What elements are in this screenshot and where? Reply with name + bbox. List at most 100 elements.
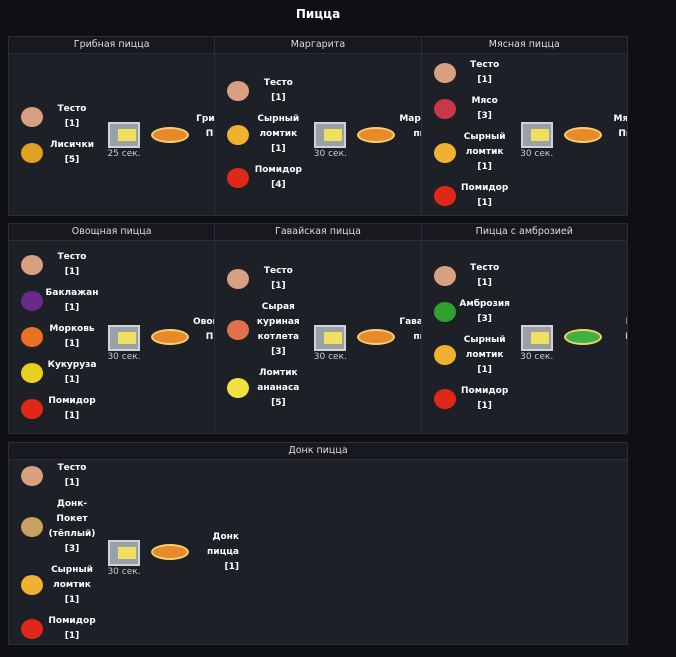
ingredient-icon — [21, 575, 43, 595]
ingredient-count: [1] — [64, 477, 80, 488]
ingredient-count: [1] — [271, 93, 286, 103]
ingredient-name: Тесто — [263, 265, 293, 276]
ingredient-name: Тесто — [57, 252, 87, 262]
ingredient-text: Сырая куриная котлета [3] — [249, 300, 307, 360]
ingredient-text: Тесто [1] — [249, 76, 307, 106]
ingredient-name: Мясо — [471, 96, 498, 106]
ingredient-icon — [227, 268, 250, 289]
recipe-card: Пицца с амброзией Тесто [1] Амброзия [3] Сырн… — [421, 224, 627, 433]
ingredient-count: [1] — [477, 277, 492, 288]
result-name: Гавайская пицца — [399, 316, 422, 342]
recipe-body: Тесто [1] Донк-Покет (тёплый) [3] Сырный лом… — [9, 460, 239, 644]
ingredient-name: Помидор — [254, 165, 302, 175]
cook-time: 30 сек. — [313, 149, 347, 159]
result-text: Гавайская пицца [1] — [399, 315, 422, 360]
ingredient: Морковь [1] — [21, 322, 101, 352]
ingredient-text: Помидор [4] — [249, 163, 307, 193]
result-icon — [563, 329, 602, 345]
ingredient: Помидор [1] — [21, 394, 101, 424]
ingredient-list: Тесто [1] Донк-Покет (тёплый) [3] Сырный лом… — [21, 461, 101, 644]
ingredient-name: Тесто — [57, 103, 87, 114]
result-name: Донк пицца — [207, 531, 239, 557]
result-text: Донк пицца [1] — [193, 530, 239, 575]
ingredient-text: Сырный ломтик [1] — [43, 563, 101, 608]
ingredient-icon — [433, 388, 456, 409]
ingredient-text: Лисички [5] — [43, 138, 101, 168]
ingredient-text: Мясо [3] — [456, 94, 514, 124]
recipe-row: Овощная пицца Тесто [1] Баклажан [1] Морковь [… — [8, 223, 628, 434]
ingredient-count: [1] — [64, 339, 80, 349]
result-count: [1] — [399, 142, 420, 157]
ingredient-text: Баклажан [1] — [43, 286, 101, 316]
result-icon — [357, 329, 396, 345]
ingredient-name: Морковь — [49, 324, 95, 334]
ingredient-text: Тесто [1] — [456, 261, 514, 291]
ingredient-name: Помидор — [461, 183, 509, 193]
recipe-body: Тесто [1] Мясо [3] Сырный ломтик [1] Помидор [1… — [422, 54, 627, 215]
ingredient-count: [1] — [477, 198, 492, 208]
ingredient-count: [5] — [271, 397, 286, 408]
result-icon — [563, 126, 602, 143]
cook-time: 30 сек. — [520, 351, 554, 362]
ingredient-name: Сырный ломтик — [257, 114, 300, 139]
ingredient-count: [4] — [271, 180, 286, 190]
ingredient-name: Помидор — [461, 385, 509, 396]
oven: 30 сек. — [514, 324, 560, 362]
oven: 30 сек. — [514, 122, 560, 159]
oven: 30 сек. — [101, 539, 147, 577]
ingredient: Тесто [1] — [227, 264, 307, 294]
recipe-card: Мясная пицца Тесто [1] Мясо [3] Сырный ломтик… — [421, 37, 627, 215]
ingredient-icon — [433, 345, 456, 365]
result-text: Мясная Пицца [1] — [606, 112, 627, 157]
ingredient-count: [1] — [64, 594, 80, 605]
cook-time: 30 сек. — [520, 149, 554, 159]
recipe-row: Донк пицца Тесто [1] Донк-Покет (тёплый) [3]… — [8, 442, 628, 645]
ingredient-icon — [433, 186, 456, 206]
ingredient-text: Тесто [1] — [456, 58, 514, 88]
ingredient-icon — [21, 106, 43, 127]
ingredient-text: Тесто [1] — [43, 461, 101, 491]
ingredient-icon — [227, 81, 250, 101]
ingredient-icon — [21, 255, 43, 275]
ingredient-list: Тесто [1] Мясо [3] Сырный ломтик [1] Помидор [1… — [433, 58, 514, 211]
ingredient-icon — [433, 301, 456, 322]
ingredient-name: Тесто — [470, 262, 500, 273]
ingredient-icon — [21, 142, 43, 163]
oven: 30 сек. — [101, 324, 147, 362]
ingredient-count: [1] — [64, 303, 80, 313]
result-icon — [151, 544, 189, 560]
ingredient-count: [1] — [64, 375, 80, 385]
recipe-name: Пицца с амброзией — [421, 224, 627, 241]
ingredient-name: Амброзия — [459, 298, 510, 309]
oven: 30 сек. — [307, 122, 353, 159]
cook-time: 30 сек. — [313, 351, 347, 362]
ingredient-name: Донк-Покет (тёплый) — [48, 498, 96, 539]
page-title: Пицца — [295, 7, 341, 21]
ingredient-icon — [21, 516, 43, 537]
ingredient: Амброзия [3] — [433, 297, 514, 327]
recipe-card: Гавайская пицца Тесто [1] Сырая куриная кот… — [215, 224, 422, 433]
ingredient: Баклажан [1] — [21, 286, 101, 316]
recipe-name: Овощная пицца — [9, 224, 215, 241]
ingredient-text: Морковь [1] — [43, 322, 101, 352]
ingredient-list: Тесто [1] Сырая куриная котлета [3] Ломтик а… — [227, 264, 307, 411]
ingredient: Тесто [1] — [21, 250, 101, 280]
ingredient: Сырный ломтик [1] — [227, 112, 307, 157]
ingredient: Ломтик ананаса [5] — [227, 366, 307, 411]
ingredient: Тесто [1] — [227, 76, 307, 106]
oven-icon — [108, 539, 140, 566]
cook-time: 30 сек. — [107, 351, 141, 362]
ingredient-count: [1] — [477, 162, 492, 172]
recipe-card: Маргарита Тесто [1] Сырный ломтик [1] Помидор… — [215, 37, 422, 215]
ingredient-name: Тесто — [57, 462, 87, 473]
result-text: Грибная Пицца [1] — [193, 112, 214, 157]
ingredient-name: Баклажан — [45, 288, 99, 298]
ingredient: Лисички [5] — [21, 138, 101, 168]
recipe-name: Грибная пицца — [9, 37, 215, 54]
result-name: Dank Pizza — [606, 315, 627, 345]
ingredient-count: [1] — [64, 267, 80, 277]
ingredient-name: Сырный ломтик — [51, 564, 93, 590]
ingredient-text: Сырный ломтик [1] — [249, 112, 307, 157]
recipe-body: Тесто [1] Сырая куриная котлета [3] Ломтик а… — [215, 241, 422, 433]
ingredient-name: Тесто — [470, 60, 500, 70]
